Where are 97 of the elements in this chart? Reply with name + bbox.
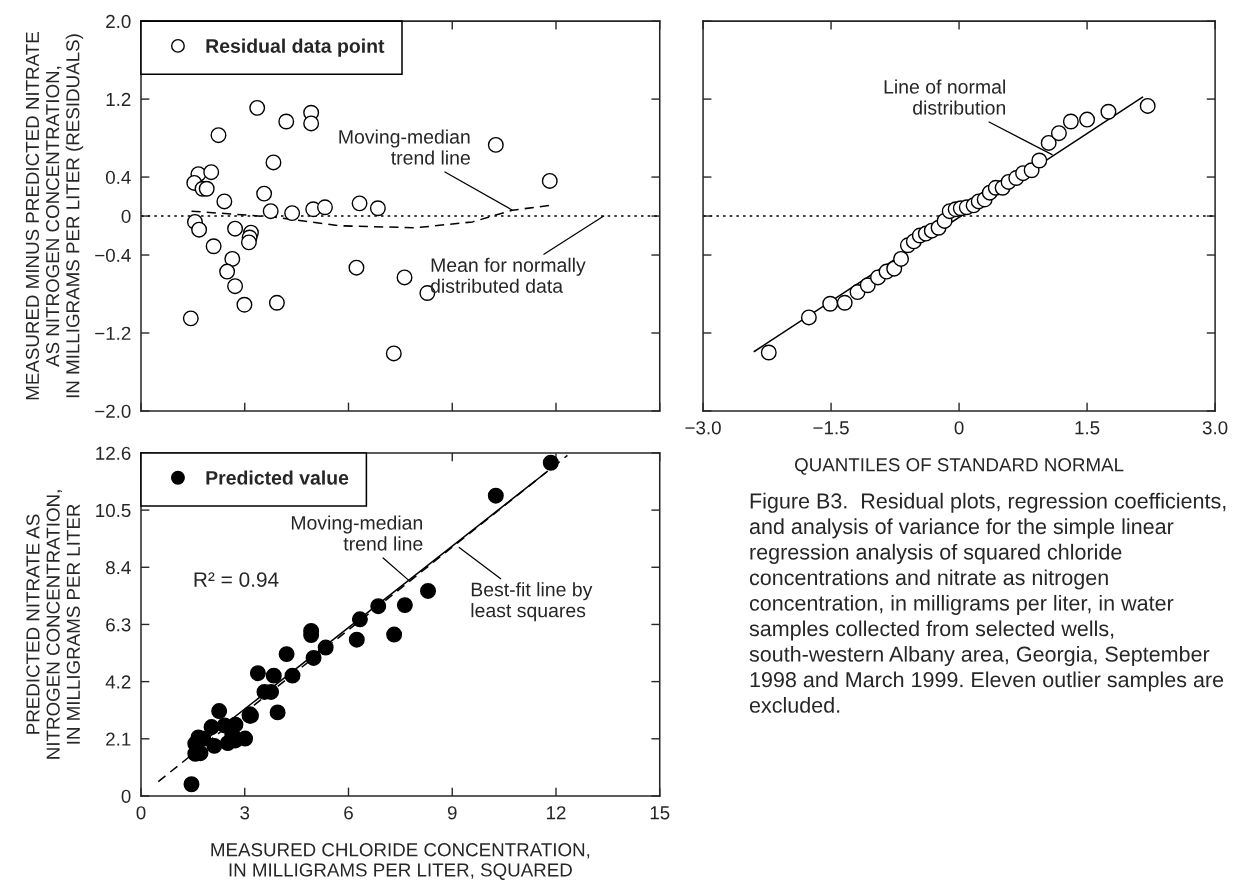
- point: [210, 127, 227, 144]
- point: [487, 487, 504, 504]
- x-tick-label: 6: [344, 806, 353, 820]
- annotation: Best-fit line by least squares: [471, 582, 593, 622]
- point: [351, 195, 368, 212]
- point: [351, 611, 368, 628]
- point: [249, 665, 266, 682]
- point: [800, 309, 817, 326]
- point: [396, 269, 413, 286]
- y-tick-label: −1.2: [95, 326, 131, 340]
- y-tick-label: −0.4: [95, 248, 131, 262]
- y-axis-title: MEASURED MINUS PREDICTED NITRATE AS NITROGEN CONCENTRATION, IN MILLIGRAMS PER LITER (RESIDUALS): [25, 32, 84, 400]
- y-tick-label: 2.0: [106, 14, 131, 29]
- x-tick-label: 12: [546, 806, 566, 820]
- point: [822, 295, 839, 312]
- y-tick-label: 8.4: [106, 560, 131, 575]
- x-tick-label: 3: [240, 806, 250, 820]
- point: [348, 631, 365, 648]
- point: [1100, 103, 1117, 120]
- point: [236, 296, 253, 313]
- text: Figure B3. Residual plots, regression coefficients, and analysis of variance for the simple linear regression analysis of squared chloride concentrations and nitrate as nitrogen concentration, in milligrams per liter, in water samples collected from selected wells, south-western Albany area, Georgia, September 1998 and March 1999. Eleven outlier samples are excluded.: [749, 492, 1226, 713]
- point: [256, 185, 273, 202]
- x-tick-label: 1.5: [1075, 421, 1100, 435]
- annotation: R² = 0.94: [194, 572, 279, 587]
- point: [227, 278, 244, 295]
- point: [317, 199, 333, 216]
- point: [269, 704, 286, 721]
- x-axis-title: QUANTILES OF STANDARD NORMAL: [795, 458, 1124, 475]
- point: [182, 310, 199, 327]
- point: [420, 582, 437, 599]
- x-tick-label: 0: [954, 421, 964, 435]
- point: [227, 220, 244, 237]
- y-tick-label: 6.3: [106, 618, 131, 632]
- y-tick-label: 2.1: [106, 732, 131, 746]
- point: [262, 203, 279, 220]
- ref-line-label: Mean for normally distributed data: [430, 257, 586, 293]
- point: [224, 250, 241, 267]
- point: [487, 136, 504, 153]
- point: [211, 703, 228, 719]
- x-tick-label: −3.0: [685, 421, 721, 435]
- point: [369, 200, 386, 217]
- point: [1031, 152, 1048, 169]
- y-tick-label: 10.5: [96, 503, 131, 518]
- point: [1079, 111, 1096, 128]
- point: [386, 626, 403, 643]
- point: [348, 259, 365, 276]
- point: [183, 776, 200, 793]
- y-tick-label: 12.6: [96, 446, 131, 460]
- annotation: Moving-median trend line: [291, 515, 423, 551]
- point: [1062, 113, 1079, 130]
- point: [219, 263, 236, 280]
- y-tick-label: 1.2: [106, 92, 131, 106]
- point: [370, 598, 387, 615]
- point: [265, 154, 282, 171]
- x-axis-title: MEASURED CHLORIDE CONCENTRATION, IN MILLIGRAMS PER LITER, SQUARED: [211, 843, 590, 880]
- annotation: Line of normal distribution: [884, 79, 1006, 115]
- point: [303, 115, 320, 132]
- legend-label: Predicted value: [206, 470, 349, 485]
- x-tick-label: 15: [650, 806, 670, 820]
- annotation: Moving-median trend line: [339, 129, 470, 165]
- y-tick-label: −2.0: [95, 404, 131, 418]
- legend-label: Residual data point: [206, 38, 385, 57]
- y-tick-label: 0: [121, 209, 131, 224]
- point: [216, 193, 233, 210]
- point: [385, 345, 402, 362]
- point: [305, 649, 322, 666]
- y-axis-title: PREDICTED NITRATE AS NITROGEN CONCENTRATION, IN MILLIGRAMS PER LITER: [26, 490, 80, 759]
- point: [1050, 125, 1067, 142]
- point: [265, 667, 282, 684]
- point: [205, 238, 222, 255]
- point: [268, 294, 285, 311]
- point: [284, 667, 301, 684]
- point: [278, 113, 295, 130]
- point: [203, 164, 220, 181]
- point: [249, 99, 266, 116]
- point: [317, 639, 334, 656]
- point: [284, 205, 301, 222]
- point: [760, 344, 777, 361]
- point: [240, 234, 257, 251]
- y-tick-label: 0.4: [105, 170, 131, 185]
- x-tick-label: −1.5: [813, 421, 849, 435]
- point: [198, 180, 215, 197]
- x-tick-label: 0: [136, 806, 146, 820]
- y-tick-label: 0: [121, 789, 131, 803]
- point: [541, 172, 558, 189]
- point: [191, 221, 208, 238]
- point: [1040, 134, 1057, 151]
- point: [206, 737, 223, 754]
- point: [396, 597, 413, 614]
- point: [1139, 97, 1156, 114]
- point: [542, 454, 559, 471]
- point: [836, 294, 853, 311]
- point: [278, 646, 295, 663]
- x-tick-label: 9: [447, 806, 457, 820]
- y-tick-label: 4.2: [105, 675, 131, 689]
- point: [893, 250, 910, 267]
- x-tick-label: 3.0: [1202, 421, 1228, 435]
